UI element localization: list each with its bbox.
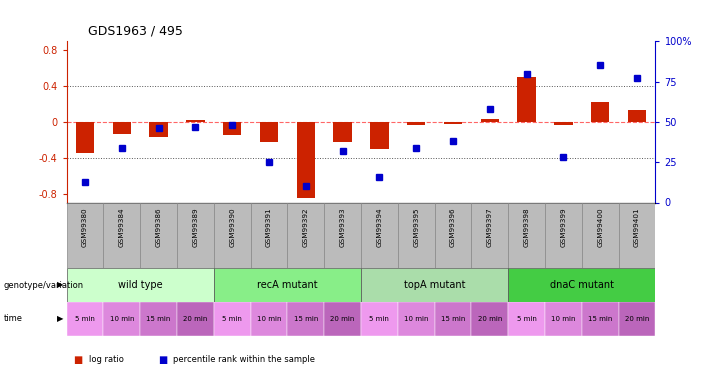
Text: ■: ■ [158,355,167,365]
Text: GSM99391: GSM99391 [266,208,272,248]
Bar [186,120,205,122]
Bar [334,122,352,142]
Bar [444,122,462,124]
Text: GSM99389: GSM99389 [192,208,198,248]
Bar [398,302,435,336]
Text: 5 min: 5 min [517,316,536,322]
Text: 5 min: 5 min [75,316,95,322]
Bar [471,202,508,268]
Text: genotype/variation: genotype/variation [4,280,83,290]
Text: wild type: wild type [118,280,163,290]
Text: topA mutant: topA mutant [404,280,465,290]
Bar [545,302,582,336]
Text: 15 min: 15 min [147,316,171,322]
Text: 15 min: 15 min [441,316,465,322]
Text: GSM99392: GSM99392 [303,208,309,248]
Text: 20 min: 20 min [330,316,355,322]
Bar [67,302,104,336]
Bar [370,122,388,149]
Bar [214,302,251,336]
Bar [582,302,619,336]
Text: GSM99397: GSM99397 [486,208,493,248]
Bar [287,202,324,268]
Text: GSM99390: GSM99390 [229,208,236,248]
Bar [251,202,287,268]
Text: 20 min: 20 min [183,316,207,322]
Text: percentile rank within the sample: percentile rank within the sample [173,356,315,364]
Text: GSM99399: GSM99399 [560,208,566,248]
Text: GSM99398: GSM99398 [524,208,530,248]
Bar [435,202,471,268]
Bar [104,202,140,268]
Text: ▶: ▶ [57,280,63,290]
Text: 15 min: 15 min [294,316,318,322]
Text: 10 min: 10 min [404,316,428,322]
Bar [582,202,619,268]
Text: GSM99400: GSM99400 [597,208,604,248]
Bar [223,122,241,135]
Bar [481,119,499,122]
Text: 20 min: 20 min [625,316,649,322]
Text: log ratio: log ratio [89,356,124,364]
Text: ■: ■ [74,355,83,365]
Bar [619,302,655,336]
Bar [287,302,324,336]
Text: ▶: ▶ [57,314,63,323]
Text: time: time [4,314,22,323]
Bar [140,202,177,268]
Bar [214,268,361,302]
Text: GSM99393: GSM99393 [339,208,346,248]
Bar [508,268,655,302]
Text: 15 min: 15 min [588,316,613,322]
Bar [545,202,582,268]
Bar [619,202,655,268]
Bar [361,268,508,302]
Text: GSM99395: GSM99395 [413,208,419,248]
Bar [398,202,435,268]
Text: GSM99396: GSM99396 [450,208,456,248]
Bar [361,202,398,268]
Text: 5 min: 5 min [222,316,242,322]
Text: 20 min: 20 min [477,316,502,322]
Bar [324,302,361,336]
Text: GSM99384: GSM99384 [118,208,125,248]
Text: dnaC mutant: dnaC mutant [550,280,614,290]
Bar [554,122,573,126]
Text: 10 min: 10 min [109,316,134,322]
Text: GSM99394: GSM99394 [376,208,383,248]
Text: GSM99380: GSM99380 [82,208,88,248]
Bar [471,302,508,336]
Bar [67,202,104,268]
Text: recA mutant: recA mutant [257,280,318,290]
Bar [140,302,177,336]
Bar [214,202,251,268]
Text: GSM99386: GSM99386 [156,208,162,248]
Bar [297,122,315,198]
Text: 5 min: 5 min [369,316,389,322]
Bar [508,202,545,268]
Bar [113,122,131,134]
Bar [260,122,278,142]
Text: GSM99401: GSM99401 [634,208,640,248]
Bar [361,302,398,336]
Bar [67,268,214,302]
Bar [177,202,214,268]
Bar [324,202,361,268]
Text: 10 min: 10 min [551,316,576,322]
Text: 10 min: 10 min [257,316,281,322]
Text: GDS1963 / 495: GDS1963 / 495 [88,24,182,38]
Bar [628,110,646,122]
Bar [591,102,609,122]
Bar [407,122,426,126]
Bar [177,302,214,336]
Bar [149,122,168,137]
Bar [517,77,536,122]
Bar [104,302,140,336]
Bar [76,122,94,153]
Bar [251,302,287,336]
Bar [508,302,545,336]
Bar [435,302,471,336]
